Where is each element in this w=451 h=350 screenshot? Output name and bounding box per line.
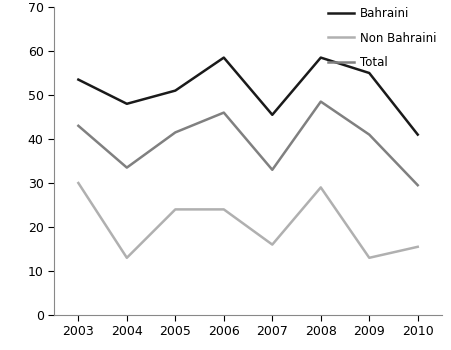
Bahraini [318,56,323,60]
Non Bahraini [221,207,226,211]
Bahraini [415,133,420,137]
Non Bahraini [318,185,323,189]
Bahraini [173,89,178,93]
Line: Bahraini: Bahraini [78,58,418,135]
Non Bahraini [367,256,372,260]
Non Bahraini [124,256,129,260]
Total [124,166,129,170]
Line: Non Bahraini: Non Bahraini [78,183,418,258]
Total [221,111,226,115]
Legend: Bahraini, Non Bahraini, Total: Bahraini, Non Bahraini, Total [328,7,436,69]
Non Bahraini [76,181,81,185]
Line: Total: Total [78,102,418,185]
Non Bahraini [173,207,178,211]
Non Bahraini [415,245,420,249]
Total [173,130,178,134]
Bahraini [221,56,226,60]
Non Bahraini [270,243,275,247]
Bahraini [76,77,81,82]
Total [270,168,275,172]
Total [415,183,420,187]
Bahraini [367,71,372,75]
Total [318,99,323,104]
Total [367,133,372,137]
Total [76,124,81,128]
Bahraini [270,113,275,117]
Bahraini [124,102,129,106]
